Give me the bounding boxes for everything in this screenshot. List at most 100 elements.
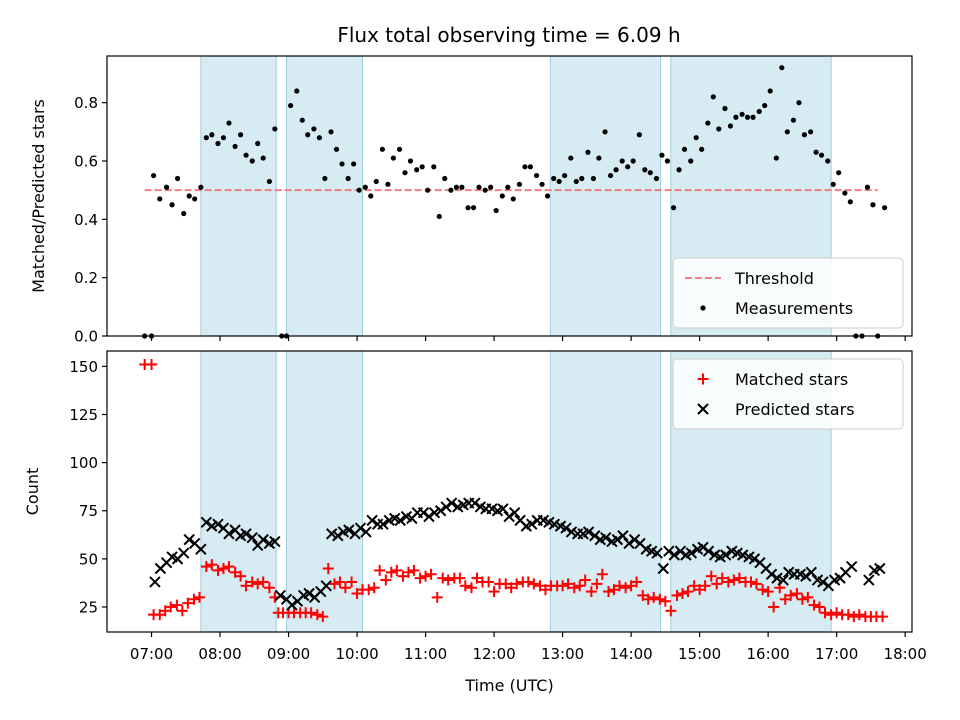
shaded-interval [285, 350, 364, 633]
predicted-star-point [719, 549, 732, 561]
y-axis-label: Matched/Predicted stars [29, 99, 48, 293]
predicted-star-point [394, 514, 406, 527]
measurement-point [779, 65, 785, 71]
predicted-star-point [360, 526, 372, 538]
matched-star-point [853, 609, 865, 621]
measurement-point [459, 184, 465, 190]
matched-star-point [257, 576, 269, 588]
matched-star-point [620, 582, 632, 594]
matched-star-point [819, 607, 831, 619]
measurement-point [288, 102, 294, 109]
measurement-point [556, 178, 562, 185]
y-tick-label: 50 [79, 550, 98, 568]
x-axis-label: Time (UTC) [464, 676, 553, 695]
matched-star-point [322, 562, 334, 574]
measurement-point [870, 202, 876, 208]
matched-star-point [648, 591, 660, 603]
measurement-point [630, 158, 636, 164]
measurement-point [499, 193, 505, 199]
measurement-point [773, 155, 779, 161]
predicted-star-point [223, 528, 235, 540]
predicted-star-point [178, 547, 190, 559]
measurement-point [619, 158, 625, 164]
measurement-point [266, 178, 272, 185]
predicted-star-point [702, 545, 715, 557]
measurement-point [590, 175, 597, 182]
measurement-point [522, 164, 528, 170]
predicted-star-point [469, 497, 481, 509]
y-axis-label: Count [23, 468, 42, 516]
matched-star-point [568, 582, 580, 594]
y-tick-label: 0.2 [74, 269, 98, 287]
measurement-point [836, 170, 842, 176]
predicted-star-point [240, 528, 252, 540]
matched-star-point [665, 605, 677, 617]
matched-star-point [246, 576, 258, 588]
x-tick-label: 13:00 [541, 645, 584, 663]
measurement-point [625, 164, 631, 170]
measurement-point [157, 196, 163, 202]
measurement-point [864, 184, 871, 190]
measurement-point [607, 172, 614, 179]
legend-label: Measurements [735, 299, 853, 318]
legend-label: Threshold [734, 269, 814, 288]
legend-box [672, 358, 904, 430]
predicted-star-point [560, 522, 572, 534]
x-tick-label: 07:00 [130, 645, 173, 663]
measurement-point [705, 120, 711, 126]
measurement-point [368, 193, 374, 199]
measurement-point [243, 152, 249, 158]
measurement-point [493, 207, 499, 214]
measurement-point [249, 158, 255, 164]
matched-star-point [217, 562, 229, 574]
measurement-point [681, 146, 688, 152]
predicted-star-point [434, 505, 447, 517]
legend-measurement-marker [700, 305, 706, 311]
matched-star-point [488, 586, 500, 598]
matched-star-point [579, 574, 591, 586]
matched-star-point [848, 611, 860, 623]
predicted-star-point [737, 549, 749, 561]
predicted-star-point [332, 530, 344, 542]
matched-star-point [420, 570, 432, 582]
measurement-point [813, 149, 819, 155]
predicted-star-point [508, 506, 521, 519]
axes-frame [106, 55, 913, 337]
x-tick-label: 15:00 [678, 645, 721, 663]
measurement-point [653, 175, 660, 182]
top-panel: 0.0 0.2 0.4 0.6 0.8 Matched/Predicted stars Th… [29, 55, 913, 346]
measurement-point [808, 129, 814, 135]
x-tick-label: 17:00 [815, 645, 858, 663]
matched-star-point [171, 599, 183, 611]
measurement-point [373, 178, 379, 185]
measurement-point [419, 164, 425, 170]
measurement-point [825, 158, 831, 164]
measurement-point [881, 205, 888, 211]
matched-star-point [391, 564, 403, 576]
measurement-point [362, 184, 368, 190]
matched-star-point [385, 566, 397, 578]
measurement-point [842, 190, 848, 196]
y-tick-label: 25 [79, 598, 98, 616]
matched-star-point [483, 576, 495, 588]
predicted-star-point [589, 530, 601, 542]
matched-star-point [877, 611, 889, 623]
measurement-point [220, 135, 227, 141]
predicted-star-point [800, 570, 812, 582]
shaded-interval [200, 55, 277, 337]
predicted-star-point [428, 506, 441, 519]
chart-title: Flux total observing time = 6.09 h [337, 23, 680, 47]
predicted-star-point [668, 549, 680, 561]
predicted-star-point [548, 518, 561, 530]
matched-star-point [768, 601, 780, 613]
measurement-point [442, 175, 448, 182]
matched-star-point [425, 568, 437, 580]
predicted-star-point [257, 533, 269, 546]
measurement-point [527, 164, 533, 170]
predicted-star-point [657, 562, 670, 575]
matched-star-point [317, 611, 329, 623]
matched-star-point [642, 593, 654, 605]
matched-star-point [511, 578, 523, 590]
matched-star-point [442, 574, 454, 586]
measurement-point [396, 146, 403, 152]
